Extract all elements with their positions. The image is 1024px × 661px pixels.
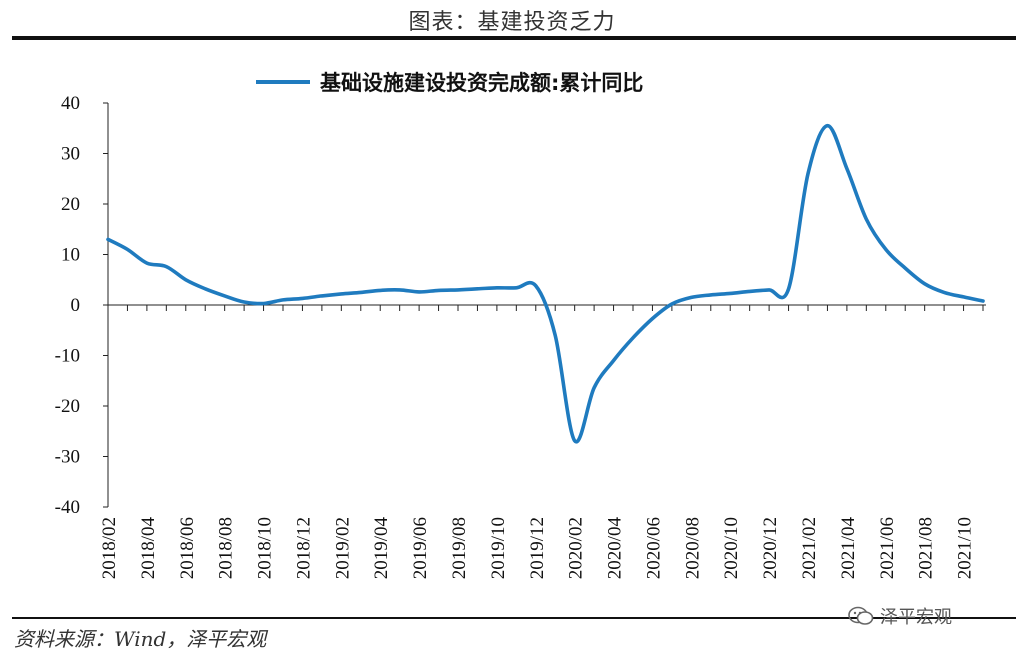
x-tick-label: 2021/02: [799, 517, 820, 579]
watermark: 泽平宏观: [848, 603, 952, 629]
series-line: [106, 123, 985, 444]
x-tick-label: 2020/06: [643, 517, 664, 579]
x-tick-label: 2020/08: [682, 517, 703, 579]
x-tick-label: 2018/02: [99, 517, 120, 579]
watermark-text: 泽平宏观: [880, 607, 952, 628]
y-axis-labels: 40 30 20 10 0 -10 -20 -30 -40: [55, 93, 80, 518]
x-tick-label: 2020/04: [605, 517, 626, 580]
figure-title: 图表：基建投资乏力: [408, 10, 616, 35]
y-tick-label: -30: [55, 447, 80, 468]
x-tick-label: 2021/06: [877, 517, 898, 579]
x-tick-label: 2018/08: [216, 517, 237, 579]
line-chart: 基础设施建设投资完成额:累计同比 40 30 20 10 0 -10 -20 -30 -40 2…: [55, 71, 986, 580]
x-tick-label: 2021/10: [955, 517, 976, 579]
bottom-divider: [12, 617, 1016, 619]
x-tick-label: 2019/04: [371, 517, 392, 580]
x-tick-label: 2018/10: [255, 517, 276, 579]
x-tick-label: 2018/04: [138, 517, 159, 580]
x-tick-label: 2018/12: [293, 517, 314, 579]
x-tick-label: 2019/12: [527, 517, 548, 579]
x-tick-label: 2021/08: [916, 517, 937, 579]
chart-legend: 基础设施建设投资完成额:累计同比: [256, 71, 643, 95]
x-tick-label: 2020/10: [721, 517, 742, 579]
x-tick-label: 2020/12: [760, 517, 781, 579]
y-tick-label: -20: [55, 396, 80, 417]
top-divider: [12, 36, 1016, 40]
y-tick-label: 20: [61, 194, 80, 215]
plot-area: [106, 123, 985, 444]
x-tick-label: 2020/02: [566, 517, 587, 579]
x-tick-label: 2019/06: [410, 517, 431, 579]
y-tick-label: 0: [71, 295, 81, 316]
y-tick-label: -10: [55, 346, 80, 367]
legend-label: 基础设施建设投资完成额:累计同比: [320, 71, 643, 95]
y-tick-label: -40: [55, 497, 80, 518]
y-tick-label: 10: [61, 245, 80, 266]
x-tick-label: 2018/06: [177, 517, 198, 579]
source-note: 资料来源：Wind，泽平宏观: [14, 627, 267, 651]
x-tick-label: 2019/08: [449, 517, 470, 579]
wechat-icon: [848, 606, 874, 625]
x-tick-label: 2019/02: [332, 517, 353, 579]
y-tick-label: 40: [61, 93, 80, 114]
y-tick-label: 30: [61, 144, 80, 165]
x-axis-labels: 2018/02 2018/04 2018/06 2018/08 2018/10 2018/…: [99, 517, 976, 580]
x-tick-label: 2019/10: [488, 517, 509, 579]
x-tick-label: 2021/04: [838, 517, 859, 580]
